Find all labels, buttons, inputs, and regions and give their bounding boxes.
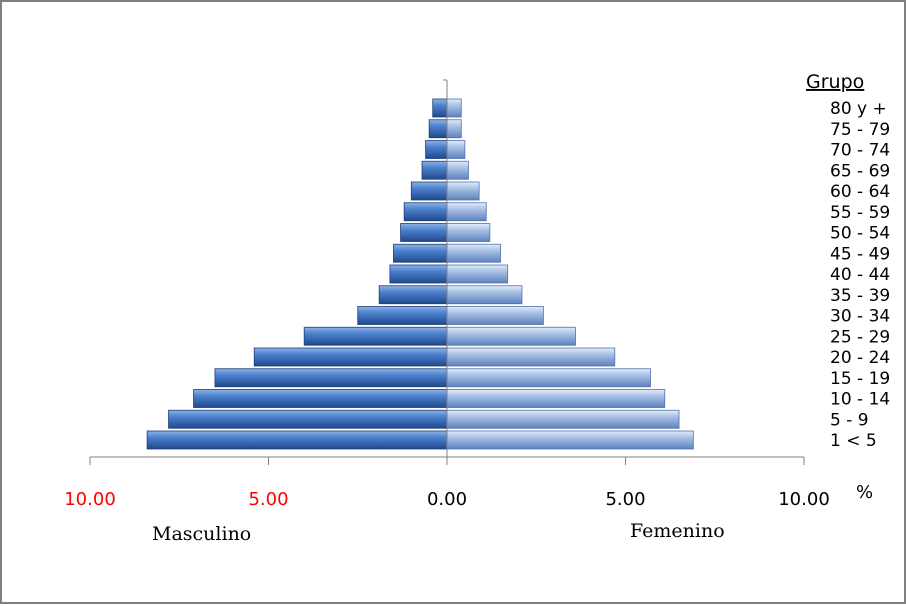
age-group-label: 65 - 69 <box>830 161 890 181</box>
female-label: Femenino <box>630 520 725 542</box>
female-bar <box>446 306 544 325</box>
female-bar <box>446 285 523 305</box>
female-bar <box>446 98 462 118</box>
x-tick-label: 5.00 <box>248 489 288 510</box>
age-group-label: 25 - 29 <box>830 327 890 347</box>
age-group-label: 5 - 9 <box>830 410 869 430</box>
female-bar <box>446 430 694 450</box>
x-tick-label: 5.00 <box>605 489 645 510</box>
male-bar <box>410 181 448 201</box>
female-bar <box>446 160 469 180</box>
age-group-label: 70 - 74 <box>830 141 890 161</box>
age-group-label: 1 < 5 <box>830 431 877 451</box>
male-bar <box>378 285 448 305</box>
age-group-label: 35 - 39 <box>830 286 890 306</box>
age-group-label: 20 - 24 <box>830 348 890 368</box>
age-group-label: 55 - 59 <box>830 203 890 223</box>
age-group-label: 50 - 54 <box>830 224 890 244</box>
male-bar <box>253 347 448 367</box>
male-bar <box>146 430 448 450</box>
female-bar <box>446 347 616 367</box>
bars-group <box>146 98 694 450</box>
male-bar <box>403 202 448 222</box>
x-tick-label: 10.00 <box>64 489 116 510</box>
age-group-label: 30 - 34 <box>830 307 890 327</box>
age-group-label: 15 - 19 <box>830 369 890 389</box>
x-tick-label: 0.00 <box>427 489 467 510</box>
female-bar <box>446 119 462 139</box>
male-bar <box>432 98 448 118</box>
male-bar <box>393 243 448 263</box>
female-bar <box>446 140 466 159</box>
female-bar <box>446 389 666 408</box>
unit-label: % <box>856 482 873 503</box>
female-bar <box>446 243 501 263</box>
age-group-label: 75 - 79 <box>830 120 890 140</box>
male-bar <box>400 223 448 242</box>
age-group-label: 10 - 14 <box>830 390 890 410</box>
male-bar <box>428 119 448 139</box>
male-label: Masculino <box>152 523 251 545</box>
female-bar <box>446 409 680 429</box>
group-header: Grupo <box>806 71 864 93</box>
age-group-label: 45 - 49 <box>830 244 890 264</box>
female-bar <box>446 326 576 346</box>
axes-group: 10.00 5.00 0.00 5.00 10.00 <box>64 79 830 510</box>
age-group-label: 40 - 44 <box>830 265 890 285</box>
female-bar <box>446 223 491 242</box>
male-bar <box>214 368 448 388</box>
male-bar <box>389 264 448 284</box>
male-bar <box>357 306 448 325</box>
female-bar <box>446 368 651 388</box>
female-bar <box>446 202 487 222</box>
male-bar <box>303 326 448 346</box>
male-bar <box>193 389 448 408</box>
age-group-label: 60 - 64 <box>830 182 890 202</box>
male-bar <box>168 409 448 429</box>
x-tick-label: 10.00 <box>778 489 830 510</box>
male-bar <box>425 140 448 159</box>
age-group-label: 80 y + <box>830 99 887 119</box>
female-bar <box>446 181 480 201</box>
female-bar <box>446 264 509 284</box>
male-bar <box>421 160 448 180</box>
